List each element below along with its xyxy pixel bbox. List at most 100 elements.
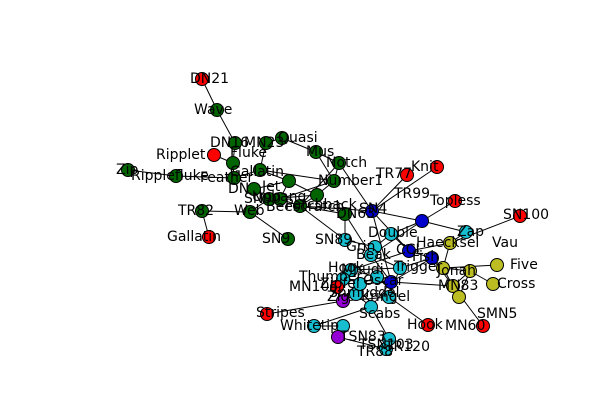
graph-node-n28 — [415, 214, 429, 228]
graph-edge — [337, 336, 387, 350]
graph-node-n41 — [393, 261, 407, 275]
graph-edge — [421, 220, 467, 233]
graph-node-n30 — [384, 227, 398, 241]
graph-node-n3 — [259, 136, 273, 150]
graph-node-label: Web — [234, 203, 265, 219]
graph-node-label: TR120 — [384, 339, 430, 355]
graph-node-label: Fish — [412, 249, 439, 265]
graph-node-n10 — [227, 171, 241, 185]
graph-edge — [371, 210, 423, 222]
graph-node-n50 — [382, 290, 396, 304]
graph-edge — [266, 300, 344, 315]
graph-node-n27 — [338, 207, 352, 221]
graph-node-n36 — [443, 236, 457, 250]
graph-edge — [299, 162, 340, 207]
graph-node-n29 — [459, 225, 473, 239]
graph-node-n59 — [331, 330, 345, 344]
graph-node-label: Fluke — [230, 145, 267, 161]
graph-node-label: Mus — [306, 144, 334, 160]
graph-node-label: Zipfel — [320, 276, 360, 292]
graph-node-n53 — [364, 300, 378, 314]
graph-node-n31 — [202, 230, 216, 244]
graph-node-label: Haecksel — [416, 235, 479, 251]
graph-node-n8 — [121, 163, 135, 177]
graph-node-n38 — [364, 248, 378, 262]
graph-edge — [313, 306, 372, 327]
graph-node-label: MN105 — [289, 279, 338, 295]
graph-node-label: TR99 — [393, 186, 430, 202]
graph-node-label: SMN5 — [477, 306, 517, 322]
graph-node-label: TR77 — [375, 166, 412, 182]
graph-node-n51 — [336, 294, 350, 308]
graph-node-label: Zig — [327, 289, 349, 305]
graph-node-label: Jet — [261, 179, 281, 195]
graph-node-label: Zap — [457, 224, 484, 240]
graph-node-n16 — [247, 182, 261, 196]
graph-node-label: Hook — [328, 260, 365, 276]
graph-node-n13 — [430, 160, 444, 174]
graph-node-n49 — [452, 290, 466, 304]
graph-node-label: Vau — [492, 235, 518, 251]
graph-node-n39 — [425, 251, 439, 265]
graph-node-label: Number1 — [318, 173, 383, 189]
graph-node-n35 — [402, 244, 416, 258]
graph-node-n6 — [226, 156, 240, 170]
graph-node-label: DN63 — [336, 206, 375, 222]
graph-node-label: Topless — [429, 193, 481, 209]
graph-node-n21 — [293, 199, 307, 213]
graph-node-n14 — [400, 168, 414, 182]
graph-node-n57 — [476, 319, 490, 333]
graph-node-label: Grin — [346, 239, 375, 255]
graph-edge — [299, 205, 373, 212]
graph-edge — [299, 205, 346, 241]
graph-node-n55 — [307, 319, 321, 333]
graph-edge — [390, 257, 433, 283]
graph-edge — [449, 215, 521, 244]
graph-node-label: Knit — [411, 159, 439, 175]
graph-node-label: Zip — [116, 162, 138, 178]
graph-node-label: Mhudi — [341, 262, 384, 278]
graph-node-n33 — [338, 233, 352, 247]
graph-edge — [350, 250, 410, 271]
graph-node-label: Thumper — [298, 269, 362, 285]
graph-node-label: Gallatin — [230, 164, 284, 180]
graph-node-label: Beak — [356, 247, 392, 263]
graph-node-label: SN89 — [315, 232, 352, 248]
graph-edge — [390, 281, 454, 287]
graph-node-label: DN16 — [210, 135, 249, 151]
graph-node-label: TSN83 — [339, 329, 386, 345]
graph-edge — [338, 162, 373, 212]
graph-node-n17 — [282, 174, 296, 188]
graph-edge — [344, 213, 372, 256]
graph-node-n22 — [365, 204, 379, 218]
graph-node-label: MN60 — [445, 318, 485, 334]
graph-node-label: Trigger — [393, 259, 443, 275]
graph-node-label: SN100 — [503, 207, 549, 223]
graph-edge — [342, 296, 390, 302]
graph-edge — [371, 166, 438, 212]
graph-node-label: Notch — [326, 155, 367, 171]
graph-node-label: Stripes — [256, 305, 305, 321]
graph-node-n54 — [260, 307, 274, 321]
graph-edge — [299, 205, 346, 215]
graph-node-n2 — [228, 136, 242, 150]
graph-node-n40 — [436, 261, 450, 275]
graph-node-n7 — [309, 145, 323, 159]
graph-node-label: Gallatin — [167, 229, 221, 245]
graph-node-n37 — [490, 258, 504, 272]
graph-node-label: Oscar — [363, 273, 404, 289]
graph-node-n18 — [448, 194, 462, 208]
graph-node-n32 — [281, 232, 295, 246]
graph-node-label: Jonah — [436, 263, 476, 279]
graph-node-n56 — [421, 318, 435, 332]
graph-node-label: Upbang — [252, 189, 306, 205]
graph-node-label: Scabs — [359, 306, 400, 322]
graph-edge — [175, 175, 235, 179]
graph-node-n9 — [169, 169, 183, 183]
graph-node-label: Patchback — [285, 197, 358, 213]
graph-node-n11 — [253, 163, 267, 177]
graph-edge — [201, 210, 251, 213]
graph-node-label: Feather — [200, 170, 253, 186]
graph-node-n24 — [195, 204, 209, 218]
